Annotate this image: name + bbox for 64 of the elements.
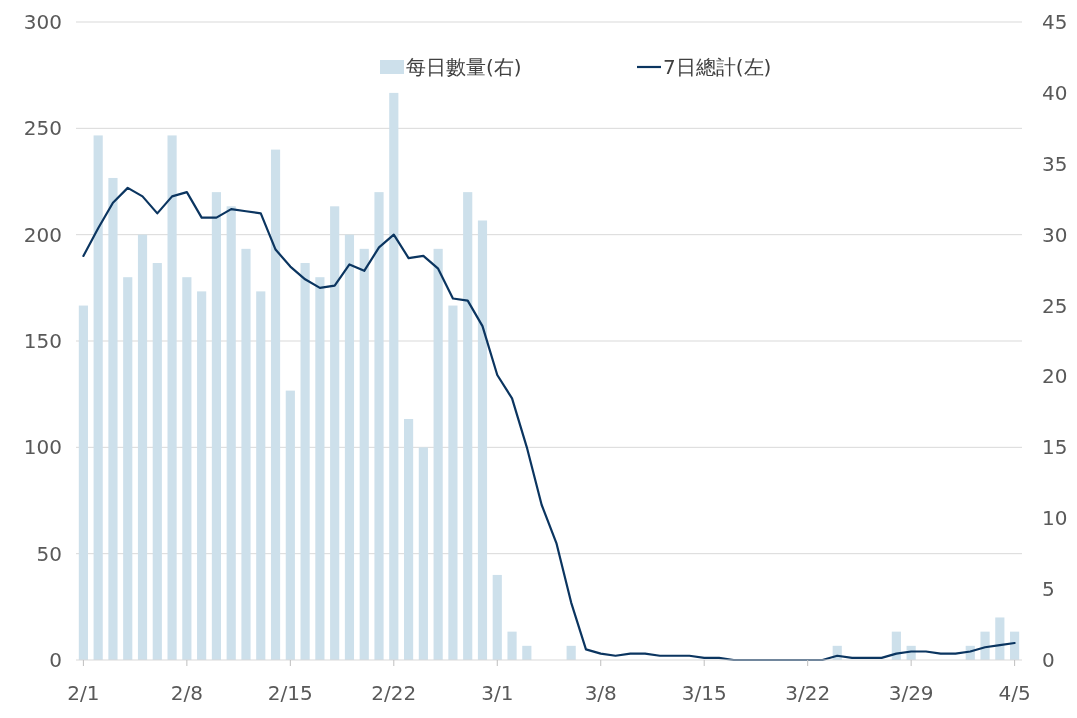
bar (433, 248, 443, 660)
bar (418, 447, 428, 660)
bar (315, 277, 325, 660)
y2-tick-label: 15 (1042, 435, 1068, 460)
y-tick-label: 150 (23, 329, 62, 353)
x-tick-label: 2/22 (371, 681, 417, 705)
line-series (82, 186, 1016, 662)
y2-tick-label: 45 (1042, 10, 1068, 34)
legend-label: 7日總計(左) (663, 55, 772, 79)
bar (285, 390, 295, 660)
y-tick-label: 300 (23, 10, 62, 34)
y2-tick-label: 25 (1042, 293, 1068, 318)
y2-tick-label: 5 (1042, 577, 1055, 602)
bar (93, 135, 103, 660)
x-tick-label: 2/15 (267, 681, 313, 705)
bar (404, 418, 414, 660)
bar (152, 263, 162, 660)
y-tick-label: 100 (23, 435, 62, 460)
y2-tick-label: 35 (1042, 151, 1068, 176)
bar (374, 192, 384, 660)
x-tick-label: 3/8 (584, 681, 617, 705)
bar (300, 263, 310, 660)
y-tick-label: 0 (49, 648, 62, 672)
x-tick-label: 2/1 (67, 681, 100, 705)
x-tick-label: 3/29 (888, 681, 934, 705)
y2-tick-label: 20 (1042, 364, 1068, 389)
bar (507, 631, 517, 660)
bar (359, 248, 369, 660)
bar (108, 177, 118, 660)
x-tick-label: 3/15 (681, 681, 727, 705)
bar (980, 631, 990, 660)
bar (137, 234, 148, 660)
bar (241, 248, 251, 660)
bar (330, 206, 340, 660)
bar (78, 305, 88, 660)
bar (995, 617, 1005, 660)
y2-tick-label: 10 (1042, 506, 1068, 531)
bar (448, 305, 458, 660)
bar (123, 277, 133, 660)
bar (492, 574, 502, 660)
y2-tick-label: 40 (1042, 80, 1068, 105)
bar (344, 234, 355, 660)
bar (522, 645, 532, 660)
x-tick-label: 3/1 (481, 681, 514, 705)
x-tick-label: 2/8 (170, 681, 203, 705)
bar (182, 277, 192, 660)
bar (197, 291, 207, 660)
y-tick-label: 200 (23, 222, 62, 247)
y-tick-label: 250 (23, 116, 62, 141)
bar (167, 135, 177, 660)
bar (211, 192, 221, 660)
bar (256, 291, 266, 660)
bar (389, 92, 399, 660)
bar (270, 149, 281, 660)
bar (226, 206, 236, 660)
x-tick-label: 3/22 (785, 681, 831, 705)
legend-label: 每日數量(右) (406, 55, 522, 79)
bar (477, 220, 488, 660)
y2-tick-label: 0 (1042, 648, 1055, 672)
y-tick-label: 50 (36, 541, 62, 566)
bar (566, 645, 576, 660)
bar (463, 192, 473, 660)
x-tick-label: 4/5 (998, 681, 1031, 705)
y2-tick-label: 30 (1042, 222, 1068, 247)
